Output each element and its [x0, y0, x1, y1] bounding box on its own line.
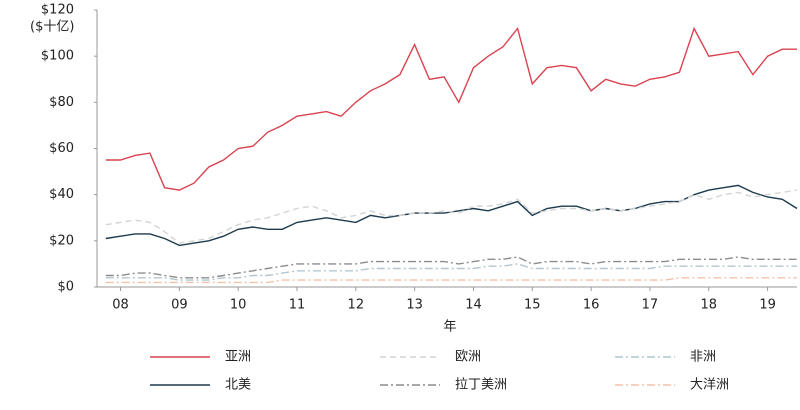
y-tick-label: $0: [57, 280, 74, 295]
x-tick-label: 14: [465, 298, 482, 313]
y-axis-label: ($十亿): [30, 20, 74, 35]
series-line: [105, 277, 797, 284]
x-tick-label: 10: [230, 298, 247, 313]
series-line: [105, 189, 798, 244]
x-tick-label: 11: [289, 298, 306, 313]
series-line: [105, 184, 798, 247]
x-tick-label: 15: [524, 298, 541, 313]
x-tick-label: 19: [759, 298, 776, 313]
x-tick-label: 09: [171, 298, 188, 313]
x-tick-label: 13: [406, 298, 423, 313]
y-tick-label: $120: [41, 3, 74, 18]
y-tick-label: $80: [49, 95, 74, 110]
y-tick-label: $20: [49, 233, 74, 248]
legend-label: 大洋洲: [690, 378, 729, 393]
x-tick-label: 18: [700, 298, 717, 313]
y-tick-label: $40: [49, 187, 74, 202]
x-tick-label: 16: [583, 298, 600, 313]
x-axis-label: 年: [443, 320, 456, 335]
legend-label: 亚洲: [225, 350, 251, 365]
series-line: [105, 256, 797, 279]
x-tick-label: 12: [348, 298, 365, 313]
legend-label: 欧洲: [455, 350, 481, 365]
y-tick-label: $60: [49, 141, 74, 156]
legend-label: 北美: [225, 378, 251, 393]
x-tick-label: 17: [642, 298, 659, 313]
series-line: [105, 26, 797, 191]
x-tick-label: 08: [112, 298, 129, 313]
series-line: [105, 263, 797, 281]
y-tick-label: $100: [41, 49, 74, 64]
legend-label: 非洲: [690, 350, 716, 365]
legend-label: 拉丁美洲: [455, 378, 507, 393]
